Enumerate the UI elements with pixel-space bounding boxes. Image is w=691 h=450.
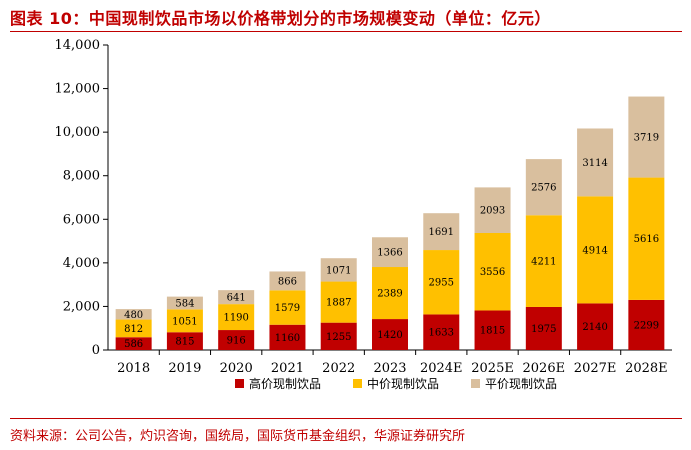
y-tick-label: 12,000 <box>55 82 101 97</box>
y-tick-label: 14,000 <box>55 38 101 53</box>
legend-swatch <box>353 379 362 388</box>
x-tick-label: 2022 <box>322 361 355 376</box>
bar-segment <box>115 337 152 350</box>
bar-data-label: 1633 <box>429 328 454 339</box>
chart-axes: 0 2,000 4,000 6,000 8,000 10,000 12,000 14,000 2… <box>55 38 672 376</box>
bar-data-label: 1420 <box>377 330 402 341</box>
bar-data-label: 1071 <box>326 265 351 276</box>
bar-data-label: 1160 <box>275 333 300 344</box>
bar-segment <box>423 250 460 315</box>
bar-segment <box>577 128 614 197</box>
bar-data-label: 1815 <box>480 326 505 337</box>
bar-segment <box>115 309 152 320</box>
bar-data-label: 1255 <box>326 332 351 343</box>
x-tick-label: 2026E <box>523 361 566 376</box>
x-tick-label: 2025E <box>471 361 514 376</box>
bar-data-label: 3114 <box>582 158 607 169</box>
source-note: 资料来源：公司公告，灼识咨询，国统局，国际货币基金组织，华源证券研究所 <box>10 429 466 444</box>
bar-data-label: 2093 <box>480 206 505 217</box>
x-tick-label: 2023 <box>373 361 406 376</box>
y-tick-label: 0 <box>92 343 100 358</box>
bar-segment <box>372 267 408 320</box>
bar-segment <box>628 96 665 178</box>
bar-segment <box>115 319 152 338</box>
bar-segment <box>577 196 614 304</box>
bar-data-label: 2955 <box>429 278 454 289</box>
bar-data-label: 5616 <box>634 234 659 245</box>
bar-data-label: 2576 <box>531 183 556 194</box>
bar-data-label: 4211 <box>531 257 556 268</box>
bar-segment <box>372 237 408 268</box>
stacked-bar-chart: 0 2,000 4,000 6,000 8,000 10,000 12,000 14,000 2… <box>55 38 672 391</box>
bar-segment <box>525 306 562 350</box>
bar-data-label: 916 <box>227 336 246 347</box>
legend-entry: 高价现制饮品 <box>249 376 321 391</box>
bar-segment <box>423 314 460 350</box>
x-tick-label: 2021 <box>271 361 304 376</box>
bar-data-label: 1366 <box>377 248 402 259</box>
bar-segment <box>577 303 614 350</box>
y-tick-label: 8,000 <box>63 169 100 184</box>
bar-data-label: 641 <box>227 293 246 304</box>
legend-swatch <box>471 379 480 388</box>
legend-entry: 平价现制饮品 <box>485 377 557 391</box>
x-tick-label: 2027E <box>574 361 617 376</box>
bar-data-label: 1887 <box>326 298 351 309</box>
x-tick-label: 2024E <box>420 361 463 376</box>
chart-legend: 高价现制饮品 中价现制饮品 平价现制饮品 <box>235 376 557 391</box>
bar-segment <box>218 330 255 350</box>
x-tick-label: 2020 <box>220 361 253 376</box>
legend-entry: 中价现制饮品 <box>367 376 439 391</box>
y-tick-label: 10,000 <box>55 125 101 140</box>
bar-segment <box>269 324 306 350</box>
x-tick-label: 2018 <box>117 361 150 376</box>
x-tick-label: 2028E <box>625 361 668 376</box>
bar-segment <box>166 309 203 333</box>
bar-segment <box>320 258 357 282</box>
bar-segment <box>474 232 511 311</box>
bar-data-label: 4914 <box>582 245 607 256</box>
bar-data-label: 2140 <box>582 322 607 333</box>
legend-swatch <box>235 379 244 388</box>
bar-data-label: 3556 <box>480 267 505 278</box>
bar-data-label: 3719 <box>634 133 659 144</box>
bar-segment <box>474 310 511 350</box>
x-tick-label: 2019 <box>168 361 201 376</box>
bar-data-label: 1051 <box>172 316 197 327</box>
title-divider <box>10 31 682 32</box>
y-tick-label: 2,000 <box>63 299 100 314</box>
bar-segment <box>628 299 665 350</box>
bar-segment <box>320 281 357 323</box>
bar-data-label: 815 <box>175 337 194 348</box>
bar-data-label: 812 <box>124 324 143 335</box>
bar-data-label: 1691 <box>429 227 454 238</box>
y-tick-label: 4,000 <box>63 256 100 271</box>
source-divider <box>10 418 682 419</box>
bar-data-label: 866 <box>278 276 297 287</box>
bar-data-label: 1190 <box>223 313 248 324</box>
y-tick-label: 6,000 <box>63 212 100 227</box>
bar-data-label: 2389 <box>377 289 402 300</box>
bar-data-label: 584 <box>175 298 194 309</box>
bar-segment <box>320 322 357 350</box>
bar-data-label: 1975 <box>531 324 556 335</box>
bar-segment <box>423 213 460 251</box>
bar-data-label: 480 <box>124 310 143 321</box>
bar-segment <box>166 332 203 350</box>
bar-segment <box>218 290 255 305</box>
bar-segment <box>166 296 203 310</box>
chart-bars: 586 812 480 815 1051 584 916 1190 641 1160 1579 866… <box>115 96 665 350</box>
bar-data-label: 2299 <box>634 320 659 331</box>
bar-segment <box>269 271 306 291</box>
bar-segment <box>218 304 255 331</box>
bar-segment <box>474 187 511 233</box>
bar-segment <box>372 319 408 350</box>
bar-segment <box>628 177 665 300</box>
bar-data-label: 1579 <box>275 303 300 314</box>
bar-segment <box>269 290 306 325</box>
bar-segment <box>525 159 562 216</box>
chart-title: 图表 10：中国现制饮品市场以价格带划分的市场规模变动（单位：亿元） <box>10 9 551 28</box>
bar-data-label: 586 <box>124 339 143 350</box>
bar-segment <box>525 215 562 307</box>
